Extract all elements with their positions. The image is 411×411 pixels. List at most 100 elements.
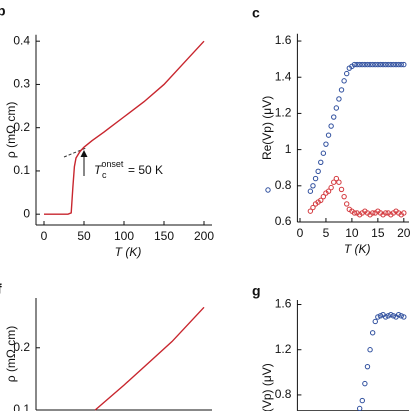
data-point [323, 141, 329, 147]
data-point [377, 313, 384, 319]
data-point [325, 188, 332, 194]
data-point [372, 318, 378, 325]
data-point [388, 61, 394, 68]
x-tick-label: 20 [397, 226, 411, 240]
y-tick-label: 0.1 [13, 402, 30, 411]
data-point [338, 186, 345, 193]
data-point [372, 61, 378, 68]
data-point [336, 96, 342, 102]
data-point [310, 183, 316, 189]
data-point [351, 61, 358, 68]
data-point [362, 61, 368, 68]
data-point [356, 61, 363, 68]
data-point [380, 61, 386, 68]
annotation-superscript: onset [101, 159, 124, 169]
data-point [367, 61, 373, 68]
y-tick-label: 1.6 [275, 33, 292, 47]
y-tick-label: 1.6 [275, 297, 292, 311]
data-point [401, 61, 407, 68]
data-point [398, 61, 404, 68]
data-point [393, 61, 399, 68]
data-point [320, 193, 327, 200]
x-tick-label: 200 [194, 229, 214, 243]
y-tick-label: 1.4 [275, 69, 292, 83]
data-point [359, 397, 365, 404]
data-point [341, 193, 347, 200]
data-point [328, 184, 334, 191]
data-point [318, 159, 324, 165]
data-point [315, 168, 321, 175]
data-point [385, 61, 391, 68]
data-point [354, 61, 360, 68]
data-point [320, 150, 327, 156]
y-tick-label: 0.8 [275, 387, 292, 401]
y-tick-label: 0.4 [13, 33, 30, 47]
data-point [318, 197, 324, 203]
data-point [369, 330, 376, 336]
data-point [338, 87, 345, 93]
x-tick-label: 5 [323, 226, 330, 240]
y-tick-label: 0.8 [275, 178, 292, 192]
y-tick-label: 0.6 [275, 214, 292, 228]
data-line [94, 306, 205, 411]
extrapolation-line [63, 147, 87, 158]
data-point [336, 179, 342, 185]
data-point [375, 61, 381, 68]
arrow-head [80, 150, 88, 157]
data-point [395, 61, 402, 68]
panel-label: b [0, 3, 6, 19]
data-point [382, 314, 389, 320]
annotation-subscript: c [102, 170, 107, 180]
data-point [333, 105, 340, 111]
panel-label: f [0, 281, 2, 297]
y-tick-label: 0.2 [13, 120, 30, 134]
x-tick-label: 10 [345, 226, 359, 240]
data-point [359, 61, 365, 68]
data-point [390, 313, 397, 319]
data-point [369, 61, 376, 68]
data-point [356, 405, 363, 411]
data-point [364, 61, 371, 68]
x-tick-label: 100 [114, 229, 134, 243]
y-axis-label: ρ (mΩ cm) [4, 326, 18, 382]
data-point [364, 363, 371, 370]
x-tick-label: 15 [371, 226, 385, 240]
legend-marker [265, 187, 271, 193]
data-point [341, 78, 347, 84]
x-tick-label: 50 [77, 229, 91, 243]
x-tick-label: 150 [154, 229, 174, 243]
y-axis-label: Re(Vp) (μV) [260, 363, 274, 411]
data-point [369, 210, 376, 216]
data-line [44, 40, 205, 215]
y-axis-label: ρ (mΩ cm) [4, 102, 18, 158]
data-point [344, 70, 350, 77]
data-point [390, 61, 397, 68]
data-point [328, 123, 334, 129]
data-point [385, 313, 391, 319]
data-point [307, 208, 314, 214]
y-tick-label: 0.3 [13, 77, 30, 91]
data-point [401, 210, 407, 216]
data-point [395, 311, 402, 318]
annotation: Tonset c = 50 K [94, 159, 163, 180]
data-point [331, 179, 337, 185]
x-axis-label: T (K) [115, 245, 142, 259]
data-point [312, 175, 319, 182]
y-tick-label: 0.1 [13, 163, 30, 177]
panel-label: g [252, 283, 261, 299]
data-point [398, 313, 404, 319]
data-point [307, 188, 314, 194]
y-axis-label: Re(Vp) (μV) [260, 96, 274, 160]
annotation-text: = 50 K [128, 163, 163, 177]
x-tick-label: 0 [41, 229, 48, 243]
data-point [401, 314, 407, 320]
y-tick-label: 1.2 [275, 106, 292, 120]
y-tick-label: 1 [285, 142, 292, 156]
y-tick-label: 0 [23, 206, 30, 220]
x-axis-label: T (K) [344, 242, 371, 256]
data-point [388, 311, 394, 318]
data-point [351, 210, 358, 216]
data-point [310, 204, 316, 211]
data-point [325, 132, 332, 138]
data-point [367, 347, 373, 353]
